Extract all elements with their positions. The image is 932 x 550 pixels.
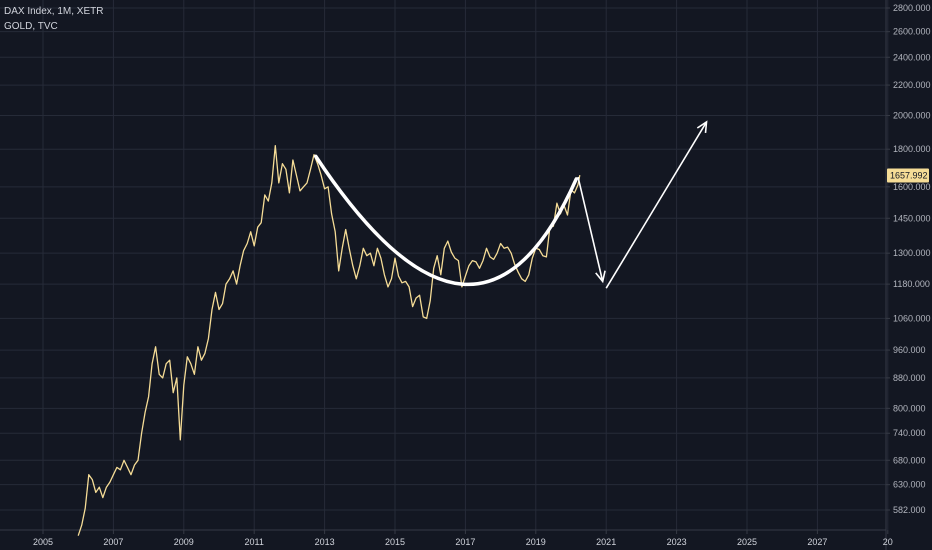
- arrow-up-drawing-head: [696, 120, 708, 134]
- price-axis[interactable]: 2800.000 2600.000 2400.000 2200.000 2000.000…: [886, 3, 931, 515]
- time-tick-label: 2021: [596, 537, 616, 547]
- last-price-label: 1657.992: [890, 170, 928, 180]
- legend-main-symbol[interactable]: DAX Index, 1M, XETR: [4, 6, 104, 17]
- legend: DAX Index, 1M, XETR GOLD, TVC: [4, 4, 103, 34]
- annotations: [314, 120, 708, 289]
- price-tick-label: 880.000: [893, 373, 926, 383]
- time-tick-label: 2023: [667, 537, 687, 547]
- price-tick-label: 1180.000: [893, 279, 930, 289]
- price-tick-label: 2800.000: [893, 3, 931, 13]
- price-tick-label: 2000.000: [893, 111, 931, 121]
- arrow-down-drawing-shaft: [577, 176, 604, 282]
- price-tick-label: 2400.000: [893, 52, 931, 62]
- price-tick-label: 680.000: [893, 455, 926, 465]
- grid: [0, 0, 889, 530]
- gold-price-line: [77, 145, 581, 536]
- cup-arc-drawing[interactable]: [314, 154, 579, 286]
- price-tick-label: 1800.000: [893, 144, 931, 154]
- price-tick-label: 740.000: [893, 428, 926, 438]
- price-tick-label: 1300.000: [893, 248, 931, 258]
- price-tick-label: 2200.000: [893, 80, 931, 90]
- time-tick-label: 2025: [737, 537, 757, 547]
- price-tick-label: 800.000: [893, 403, 926, 413]
- time-tick-label: 2013: [315, 537, 335, 547]
- price-tick-label: 960.000: [893, 345, 926, 355]
- price-tick-label: 1600.000: [893, 182, 931, 192]
- time-tick-label: 2015: [385, 537, 405, 547]
- gold-series: [77, 145, 581, 536]
- arrow-up-drawing[interactable]: [605, 120, 708, 289]
- time-tick-label: 2005: [33, 537, 53, 547]
- arrow-down-drawing-head: [595, 270, 606, 284]
- last-price-tag: 1657.992: [887, 168, 929, 183]
- price-tick-label: 582.000: [893, 505, 926, 515]
- time-tick-label: 2017: [455, 537, 475, 547]
- time-axis[interactable]: 2005 2007 2009 2011 2013 2015 2017 2019 2021 2023…: [33, 530, 893, 547]
- time-tick-label: 2007: [103, 537, 123, 547]
- legend-overlay-symbol[interactable]: GOLD, TVC: [4, 21, 58, 32]
- price-tick-label: 630.000: [893, 480, 926, 490]
- time-tick-label: 2009: [174, 537, 194, 547]
- arrow-down-drawing[interactable]: [577, 176, 606, 284]
- price-tick-label: 2600.000: [893, 27, 931, 37]
- price-tick-label: 1450.000: [893, 213, 931, 223]
- time-tick-label: 2011: [245, 537, 264, 547]
- last-price-tag-bg: [887, 168, 929, 183]
- arrow-up-drawing-shaft: [605, 121, 708, 289]
- time-tick-label: 2019: [526, 537, 546, 547]
- price-tick-label: 1060.000: [893, 313, 931, 323]
- time-tick-label: 20: [883, 537, 893, 547]
- time-tick-label: 2027: [807, 537, 827, 547]
